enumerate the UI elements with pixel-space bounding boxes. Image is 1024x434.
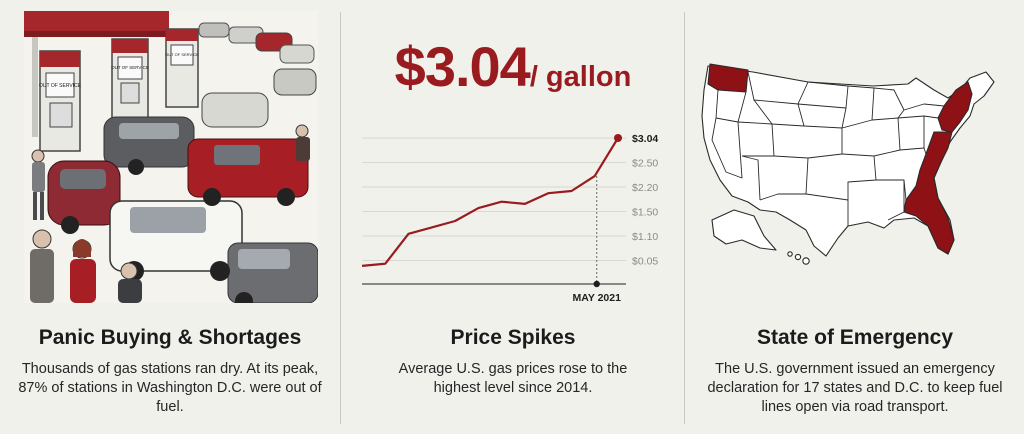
y-tick-label: $2.50 <box>632 158 658 170</box>
x-marker-label: MAY 2021 <box>572 292 621 304</box>
price-spikes-panel: $3.04/ gallon $3.04 $2.50 $2.20 $1.50 $1.10 $… <box>342 0 684 434</box>
price-unit: / gallon <box>529 61 632 93</box>
car-queue <box>47 22 318 303</box>
pump-sign: OUT OF SERVICE <box>111 65 149 70</box>
state-southeast <box>903 131 955 255</box>
price-line-chart: $3.04 $2.50 $2.20 $1.50 $1.10 $0.05 MAY 2021 <box>361 133 658 304</box>
gas-station-illustration: OUT OF SERVICE OUT OF SERVICE OUT OF SER… <box>24 11 318 303</box>
state-northeast <box>937 81 973 133</box>
pump-sign: OUT OF SERVICE <box>39 83 82 89</box>
price-amount: $3.04 <box>394 35 531 98</box>
state-hawaii <box>787 251 810 265</box>
state-alaska <box>711 209 777 251</box>
y-tick-label: $0.05 <box>632 256 658 268</box>
panel-description: Average U.S. gas prices rose to the high… <box>398 361 628 396</box>
price-series-line <box>361 137 619 267</box>
gas-pump: OUT OF SERVICE <box>111 38 149 130</box>
divider <box>684 12 685 424</box>
panel-title: Panic Buying & Shortages <box>38 326 302 349</box>
us-map <box>701 63 995 265</box>
latest-price-point <box>614 134 622 142</box>
price-headline: $3.04/ gallon <box>342 34 684 99</box>
gas-pump: OUT OF SERVICE <box>39 50 82 152</box>
panel-title: State of Emergency <box>756 326 954 349</box>
gas-pump: OUT OF SERVICE <box>165 28 199 108</box>
pump-sign: OUT OF SERVICE <box>165 52 199 57</box>
panic-buying-panel: OUT OF SERVICE OUT OF SERVICE OUT OF SER… <box>0 0 340 434</box>
y-tick-label: $1.50 <box>632 207 658 219</box>
y-tick-label: $2.20 <box>632 182 658 194</box>
panel-description: Thousands of gas stations ran dry. At it… <box>18 361 322 415</box>
panel-title: Price Spikes <box>450 326 576 349</box>
y-tick-label: $3.04 <box>632 133 658 145</box>
people <box>30 124 310 303</box>
state-of-emergency-panel: State of Emergency The U.S. government i… <box>686 0 1024 434</box>
may-2021-dot <box>593 280 600 288</box>
state-washington <box>707 63 749 93</box>
divider <box>340 12 341 424</box>
panel-description: The U.S. government issued an emergency … <box>707 361 1003 415</box>
y-tick-label: $1.10 <box>632 231 658 243</box>
